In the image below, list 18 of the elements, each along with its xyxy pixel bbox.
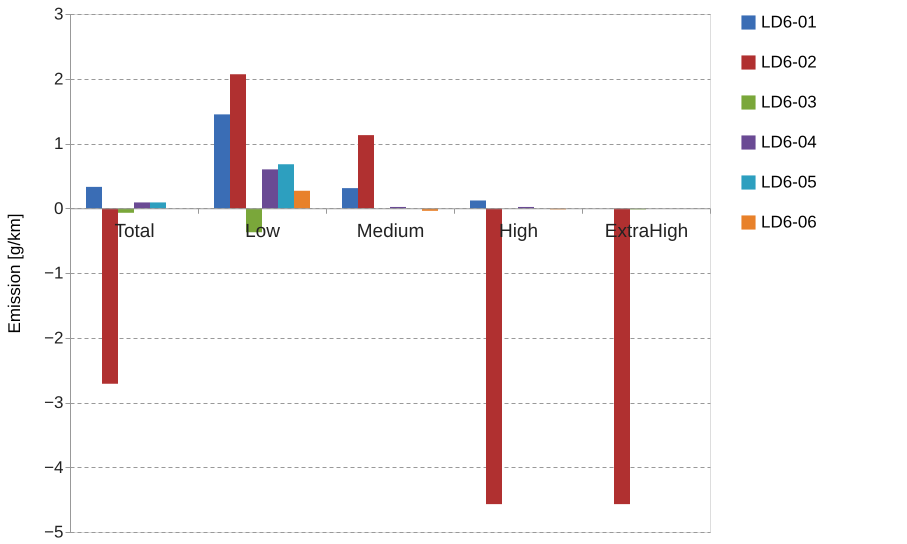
y-tick-label: 3 — [54, 4, 64, 24]
y-tick-label: 0 — [54, 198, 64, 218]
y-tick-label: −3 — [44, 393, 64, 412]
y-tick-label: 2 — [54, 69, 64, 88]
x-tick-label: Medium — [356, 220, 424, 242]
x-tick-label: Low — [245, 220, 280, 242]
y-tick-label: −4 — [44, 458, 64, 477]
y-tick-label: −1 — [44, 264, 64, 282]
y-tick-label: −2 — [44, 328, 64, 348]
legend-label: LD6-05 — [761, 172, 817, 192]
y-tick-label: 1 — [54, 134, 64, 153]
legend-label: LD6-03 — [761, 92, 817, 112]
y-tick-label: −5 — [44, 522, 64, 542]
legend-label: LD6-06 — [761, 212, 817, 232]
legend-label: LD6-04 — [761, 132, 817, 152]
legend-label: LD6-02 — [761, 52, 817, 72]
legend-label: LD6-01 — [761, 12, 817, 32]
y-axis-title: Emission [g/km] — [5, 214, 24, 334]
